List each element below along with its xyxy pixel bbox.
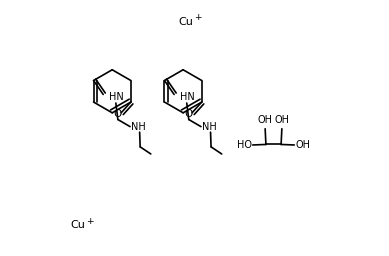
Text: OH: OH bbox=[258, 115, 273, 125]
Text: OH: OH bbox=[295, 140, 310, 150]
Text: HN: HN bbox=[180, 92, 195, 102]
Text: NH: NH bbox=[131, 122, 146, 132]
Text: HN: HN bbox=[109, 92, 124, 102]
Text: +: + bbox=[194, 13, 202, 22]
Text: O: O bbox=[113, 109, 121, 119]
Text: O: O bbox=[184, 109, 192, 119]
Text: Cu: Cu bbox=[70, 220, 85, 230]
Text: Cu: Cu bbox=[179, 17, 193, 27]
Text: NH: NH bbox=[202, 122, 217, 132]
Text: OH: OH bbox=[274, 115, 289, 125]
Text: HO: HO bbox=[237, 140, 252, 150]
Text: +: + bbox=[86, 217, 94, 226]
